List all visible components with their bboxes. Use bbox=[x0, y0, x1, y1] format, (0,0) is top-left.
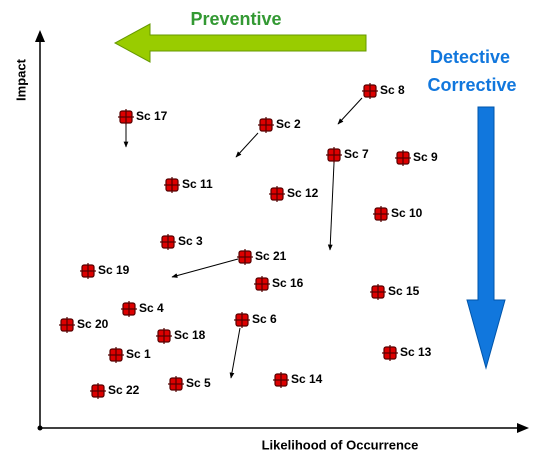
node-label: Sc 11 bbox=[182, 177, 213, 191]
detective-label: Detective bbox=[430, 47, 510, 67]
node-label: Sc 8 bbox=[380, 83, 405, 97]
preventive-arrow bbox=[113, 23, 367, 63]
node-label: Sc 9 bbox=[413, 150, 438, 164]
risk-node: Sc 10 bbox=[373, 206, 423, 222]
move-arrow bbox=[337, 97, 363, 125]
risk-node: Sc 20 bbox=[59, 317, 109, 333]
risk-node: Sc 14 bbox=[273, 372, 323, 388]
node-label: Sc 14 bbox=[291, 372, 323, 386]
risk-node: Sc 13 bbox=[382, 345, 432, 361]
risk-node: Sc 6 bbox=[234, 312, 277, 328]
node-label: Sc 21 bbox=[255, 249, 287, 263]
node-label: Sc 1 bbox=[126, 347, 151, 361]
risk-node: Sc 21 bbox=[237, 249, 287, 265]
node-label: Sc 17 bbox=[136, 109, 168, 123]
risk-node: Sc 2 bbox=[258, 117, 301, 133]
move-arrow bbox=[229, 327, 241, 379]
detective-arrow bbox=[466, 106, 506, 370]
movement-arrows bbox=[123, 97, 363, 379]
origin bbox=[37, 425, 43, 431]
move-arrow bbox=[171, 258, 239, 278]
node-label: Sc 6 bbox=[252, 312, 277, 326]
risk-node: Sc 17 bbox=[118, 109, 168, 125]
node-label: Sc 12 bbox=[287, 186, 319, 200]
node-label: Sc 7 bbox=[344, 147, 369, 161]
node-label: Sc 4 bbox=[139, 301, 164, 315]
x-axis-head bbox=[517, 423, 529, 433]
node-label: Sc 19 bbox=[98, 263, 130, 277]
node-label: Sc 20 bbox=[77, 317, 109, 331]
node-label: Sc 2 bbox=[276, 117, 301, 131]
y-axis-head bbox=[35, 30, 45, 42]
preventive-label: Preventive bbox=[190, 9, 281, 29]
risk-node: Sc 3 bbox=[160, 234, 203, 250]
node-label: Sc 10 bbox=[391, 206, 423, 220]
corrective-label: Corrective bbox=[427, 75, 516, 95]
risk-node: Sc 9 bbox=[395, 150, 438, 166]
risk-node: Sc 16 bbox=[254, 276, 304, 292]
risk-node: Sc 1 bbox=[108, 347, 151, 363]
risk-node: Sc 19 bbox=[80, 263, 130, 279]
move-arrow bbox=[235, 132, 259, 158]
risk-node: Sc 22 bbox=[90, 383, 140, 399]
y-axis-label: Impact bbox=[13, 58, 28, 101]
node-label: Sc 3 bbox=[178, 234, 203, 248]
node-label: Sc 5 bbox=[186, 376, 211, 390]
risk-node: Sc 7 bbox=[326, 147, 369, 163]
risk-node: Sc 15 bbox=[370, 284, 420, 300]
x-axis-label: Likelihood of Occurrence bbox=[262, 437, 419, 452]
risk-node: Sc 12 bbox=[269, 186, 319, 202]
node-label: Sc 16 bbox=[272, 276, 304, 290]
risk-node: Sc 18 bbox=[156, 328, 206, 344]
risk-node: Sc 11 bbox=[164, 177, 213, 193]
node-label: Sc 22 bbox=[108, 383, 140, 397]
risk-node: Sc 4 bbox=[121, 301, 164, 317]
node-label: Sc 13 bbox=[400, 345, 432, 359]
node-label: Sc 15 bbox=[388, 284, 420, 298]
risk-node: Sc 8 bbox=[362, 83, 405, 99]
nodes: Sc 1 Sc 2 Sc 3 Sc 4 Sc 5 Sc 6 Sc 7 Sc 8 Sc 9 Sc 1… bbox=[59, 83, 438, 399]
node-label: Sc 18 bbox=[174, 328, 206, 342]
move-arrow bbox=[327, 162, 335, 251]
risk-node: Sc 5 bbox=[168, 376, 211, 392]
